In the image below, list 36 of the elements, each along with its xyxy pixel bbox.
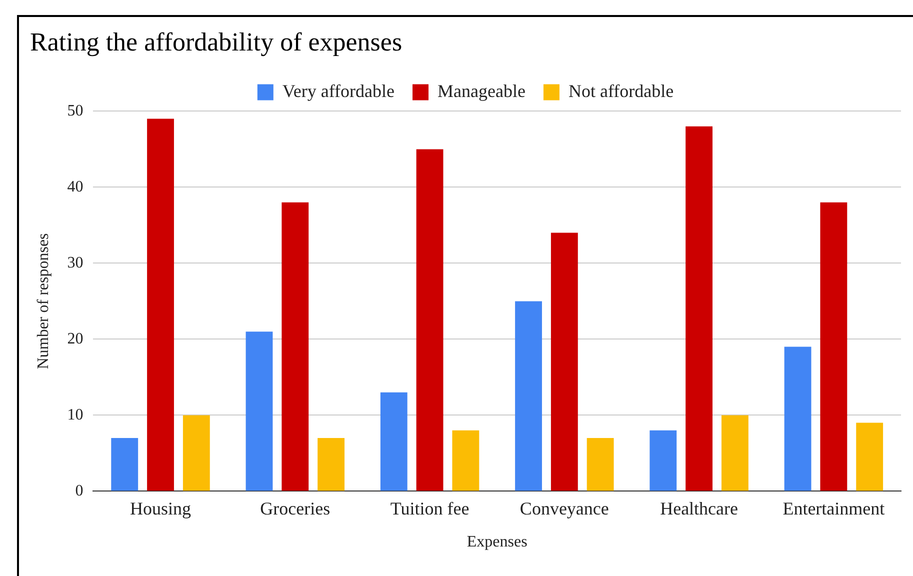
y-tick-label: 30 xyxy=(67,254,84,272)
legend-label: Manageable xyxy=(438,80,526,101)
y-tick-label: 0 xyxy=(75,482,84,500)
bar xyxy=(147,118,174,491)
bar xyxy=(856,422,884,491)
bar xyxy=(452,430,480,491)
legend-label: Very affordable xyxy=(282,80,395,101)
x-tick-label: Healthcare xyxy=(660,498,738,519)
bar xyxy=(784,346,812,491)
bar xyxy=(182,415,210,491)
y-tick-label: 40 xyxy=(67,178,84,196)
bar xyxy=(650,430,677,491)
x-tick-label: Conveyance xyxy=(520,498,609,519)
x-tick-label: Tuition fee xyxy=(390,498,470,519)
bar xyxy=(318,438,345,491)
chart-title: Rating the affordability of expenses xyxy=(30,27,402,56)
y-tick-label: 20 xyxy=(67,330,84,348)
bar xyxy=(820,202,848,491)
y-axis-title: Number of responses xyxy=(34,233,52,370)
x-tick-label: Housing xyxy=(130,498,192,519)
bar xyxy=(282,202,309,491)
legend-label: Not affordable xyxy=(568,80,674,101)
bar xyxy=(721,415,748,491)
x-axis-title: Expenses xyxy=(466,534,528,551)
y-tick-label: 10 xyxy=(67,406,84,424)
bar xyxy=(111,438,138,491)
bar xyxy=(515,301,542,491)
y-tick-label: 50 xyxy=(67,102,84,120)
bar xyxy=(380,392,408,491)
bar xyxy=(586,438,614,491)
bar xyxy=(686,126,713,491)
x-tick-label: Entertainment xyxy=(782,498,885,519)
x-tick-label: Groceries xyxy=(260,498,330,519)
bar xyxy=(416,149,444,491)
bar xyxy=(550,232,578,491)
bar xyxy=(246,332,273,491)
